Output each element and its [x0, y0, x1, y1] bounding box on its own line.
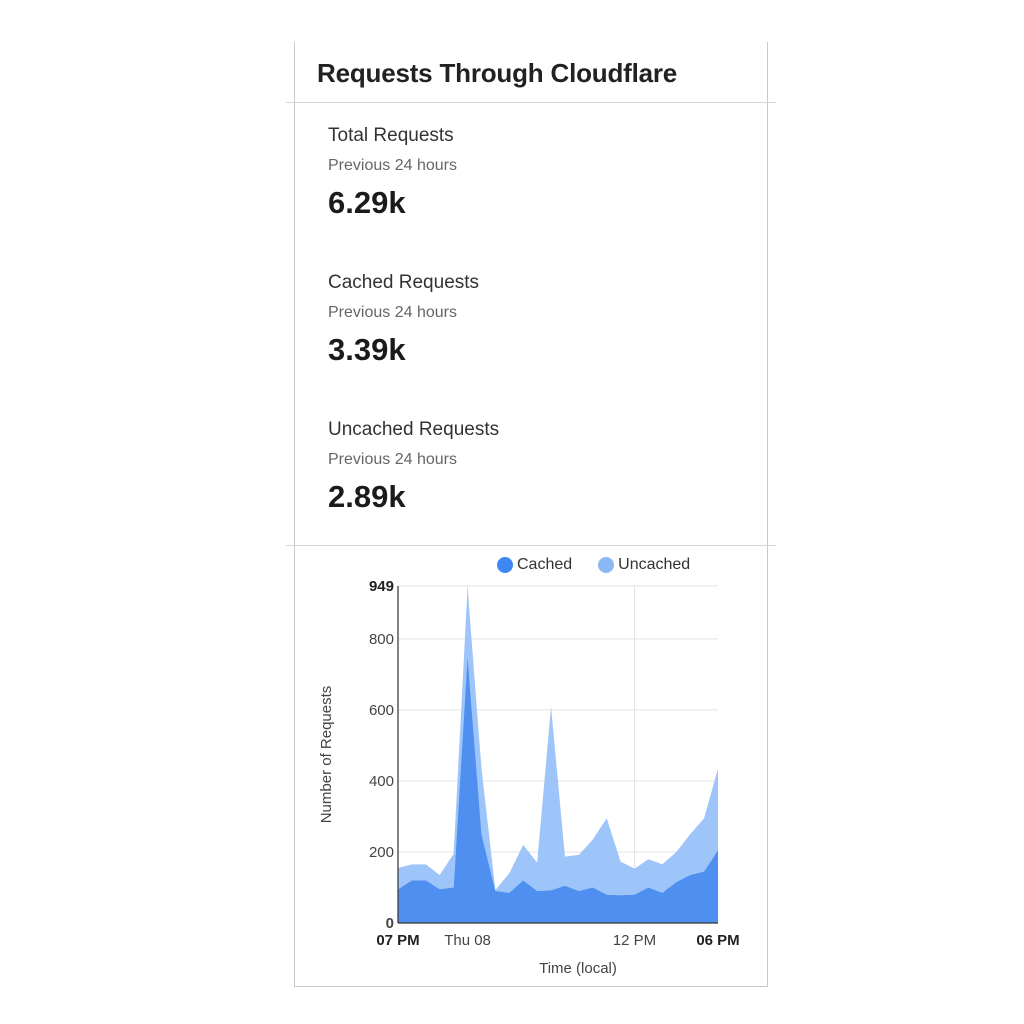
legend-label-cached: Cached	[517, 556, 573, 573]
series-area-cached	[398, 656, 718, 923]
y-tick-label: 200	[369, 844, 394, 861]
y-tick-label: 949	[369, 578, 394, 595]
chart-legend: Cached Uncached	[497, 556, 716, 574]
stat-label: Total Requests	[328, 125, 454, 146]
x-tick-label: 06 PM	[696, 932, 739, 949]
stat-value: 2.89k	[328, 479, 406, 514]
x-axis-title: Time (local)	[539, 960, 617, 977]
y-tick-label: 600	[369, 702, 394, 719]
y-tick-label: 800	[369, 631, 394, 648]
y-axis-title: Number of Requests	[318, 686, 335, 824]
stat-label: Uncached Requests	[328, 419, 500, 440]
header-divider	[286, 102, 776, 103]
stat-value: 6.29k	[328, 185, 406, 220]
y-tick-label: 400	[369, 773, 394, 790]
requests-panel	[294, 42, 768, 987]
legend-label-uncached: Uncached	[618, 556, 691, 573]
stat-period: Previous 24 hours	[328, 157, 457, 174]
x-tick-label: Thu 08	[444, 932, 491, 949]
series-area-uncached	[398, 587, 718, 896]
y-tick-label: 0	[386, 915, 394, 932]
requests-area-chart: 0 200 400 600 800 949 07 PM Thu 08 12 PM 06 PM Tim…	[318, 578, 740, 977]
stat-period: Previous 24 hours	[328, 451, 457, 468]
chart-divider	[286, 545, 776, 546]
legend-swatch-cached	[497, 557, 513, 573]
x-tick-label: 12 PM	[613, 932, 656, 949]
stat-period: Previous 24 hours	[328, 304, 457, 321]
stat-uncached-requests: Uncached Requests Previous 24 hours 2.89…	[328, 419, 499, 515]
stat-cached-requests: Cached Requests Previous 24 hours 3.39k	[328, 272, 479, 368]
panel-title: Requests Through Cloudflare	[317, 58, 678, 88]
legend-item-uncached[interactable]: Uncached	[598, 556, 690, 574]
stat-value: 3.39k	[328, 332, 406, 367]
legend-swatch-uncached	[598, 557, 615, 573]
legend-item-cached[interactable]: Cached	[497, 556, 572, 574]
x-tick-label: 07 PM	[376, 932, 419, 949]
stat-label: Cached Requests	[328, 272, 480, 293]
stat-total-requests: Total Requests Previous 24 hours 6.29k	[328, 125, 457, 221]
